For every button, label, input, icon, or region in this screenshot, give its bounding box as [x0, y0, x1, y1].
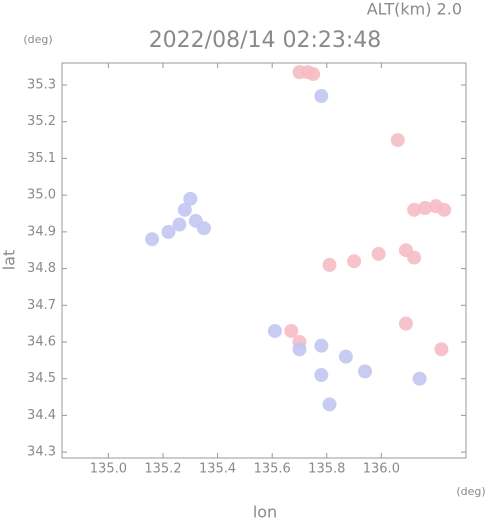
echo: [183, 191, 198, 206]
y-tick-label: 34.5: [27, 371, 56, 386]
echo: [338, 349, 353, 364]
echo: [196, 221, 211, 236]
echo: [177, 202, 192, 217]
echo: [371, 246, 386, 261]
y-tick-label: 34.3: [27, 445, 56, 460]
x-tick-label: 135.4: [199, 462, 236, 477]
echo: [437, 202, 452, 217]
y-tick-label: 34.4: [27, 408, 56, 423]
x-tick-label: 136.0: [363, 462, 400, 477]
echo: [161, 224, 176, 239]
echo: [347, 254, 362, 269]
echo: [314, 89, 329, 104]
echo: [434, 342, 449, 357]
altitude: ALT(km) 2.0: [367, 0, 462, 19]
x-tick-label: 135.6: [254, 462, 291, 477]
echo: [322, 397, 337, 412]
x-tick-label: 135.2: [144, 462, 181, 477]
y-tick-label: 34.7: [27, 298, 56, 313]
y-tick-label: 35.2: [27, 114, 56, 129]
y-tick-label: 35.0: [27, 188, 56, 203]
echo: [407, 202, 422, 217]
echo: [358, 364, 372, 379]
y-tick-label: 34.9: [27, 224, 56, 239]
echo: [267, 323, 282, 338]
y-tick-label: 35.1: [27, 151, 56, 166]
echo: [390, 133, 405, 148]
y-axis-label: lat: [0, 250, 19, 271]
x-axis-label: lon: [253, 503, 277, 521]
echo: [322, 257, 337, 272]
echo: [284, 323, 299, 338]
x-unit: (deg): [456, 485, 485, 498]
echo: [314, 368, 329, 383]
x-tick-label: 135.0: [90, 462, 127, 477]
y-tick-label: 34.8: [27, 261, 56, 276]
y-tick-label: 35.3: [27, 78, 56, 93]
plot-frame: [61, 62, 467, 459]
echo: [292, 342, 307, 357]
echo: [412, 371, 427, 386]
echo: [398, 316, 413, 331]
echo: [306, 67, 321, 82]
echo: [418, 201, 433, 216]
chart-title: 2022/08/14 02:23:48: [149, 28, 382, 53]
echo: [145, 232, 160, 247]
y-tick-label: 34.6: [27, 334, 56, 349]
y-unit: (deg): [23, 33, 52, 46]
echo: [172, 217, 187, 232]
echo: [314, 338, 329, 353]
x-tick-label: 135.8: [308, 462, 345, 477]
echo: [407, 250, 422, 265]
